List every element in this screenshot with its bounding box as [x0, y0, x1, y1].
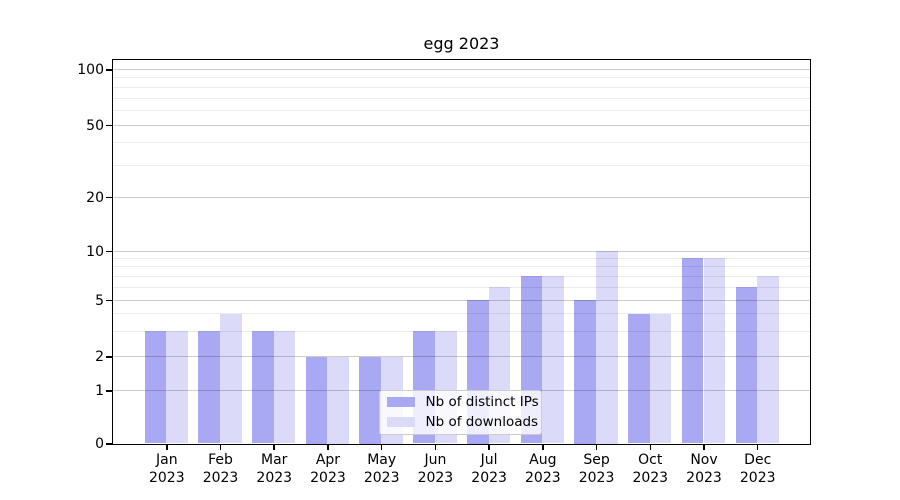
x-tick-label: Sep 2023: [578, 452, 615, 486]
bar-downloads: [166, 331, 188, 444]
gridline-minor: [112, 77, 810, 79]
bar-downloads: [220, 313, 242, 444]
x-tick-mark: [219, 444, 222, 450]
x-tick-label: Jan 2023: [148, 452, 185, 486]
gridline-minor: [112, 164, 810, 166]
y-tick-label: 20: [86, 189, 104, 206]
bar-downloads: [703, 258, 726, 444]
gridline-minor: [112, 266, 810, 268]
gridline-minor: [112, 257, 810, 259]
legend-item: Nb of downloads: [380, 414, 541, 430]
gridline-minor: [112, 109, 810, 111]
y-tick-label: 50: [86, 117, 104, 134]
x-tick-mark: [595, 444, 598, 450]
x-tick-label: Oct 2023: [632, 452, 669, 486]
bar-downloads: [273, 331, 296, 444]
x-tick-mark: [434, 444, 437, 450]
x-tick-mark: [327, 444, 329, 450]
chart-title: egg 2023: [423, 34, 500, 53]
x-tick-label: Jun 2023: [417, 452, 454, 486]
gridline-major: [112, 196, 810, 198]
gridline-major: [112, 69, 810, 70]
bar-downloads: [327, 356, 350, 444]
bar-distinct-ips: [359, 356, 382, 444]
y-tick-label: 2: [95, 349, 104, 365]
y-tick-mark: [106, 356, 112, 358]
bar-distinct-ips: [305, 356, 328, 444]
x-tick-mark: [488, 444, 490, 450]
x-tick-mark: [166, 444, 168, 450]
gridline-minor: [112, 86, 810, 88]
y-tick-mark: [106, 299, 112, 302]
bar-distinct-ips: [628, 313, 650, 444]
gridline-major: [112, 250, 810, 252]
x-tick-label: Apr 2023: [310, 452, 346, 486]
bar-distinct-ips: [144, 331, 167, 444]
gridline-minor: [112, 142, 810, 144]
y-tick-label: 10: [86, 243, 104, 260]
bar-downloads: [649, 313, 672, 444]
gridline-minor: [112, 286, 810, 288]
y-tick-label: 1: [95, 383, 104, 399]
bar-distinct-ips: [681, 258, 704, 444]
legend-swatch-distinct-ips: [386, 397, 415, 408]
legend-swatch-downloads: [386, 416, 415, 427]
x-tick-mark: [649, 444, 652, 450]
legend-label: Nb of distinct IPs: [425, 394, 539, 411]
x-tick-label: May 2023: [363, 452, 400, 486]
gridline-major: [112, 356, 810, 357]
gridline-minor: [112, 313, 810, 315]
legend-item: Nb of distinct IPs: [380, 394, 541, 410]
y-tick-mark: [106, 390, 112, 392]
y-tick-mark: [106, 443, 112, 445]
x-tick-label: Dec 2023: [739, 452, 776, 486]
gridline-minor: [112, 275, 810, 277]
y-tick-label: 100: [77, 62, 104, 78]
x-tick-mark: [542, 444, 544, 450]
x-tick-label: Jul 2023: [471, 452, 507, 486]
legend-label: Nb of downloads: [425, 413, 539, 430]
x-tick-mark: [380, 444, 383, 450]
bar-downloads: [542, 276, 565, 444]
y-tick-mark: [106, 124, 112, 127]
bar-downloads: [596, 251, 618, 444]
bar-downloads: [757, 276, 779, 444]
bar-distinct-ips: [574, 300, 597, 444]
bar-distinct-ips: [252, 331, 274, 444]
x-tick-mark: [703, 444, 705, 450]
x-tick-label: Feb 2023: [202, 452, 239, 486]
y-tick-label: 0: [95, 436, 104, 452]
gridline-major: [112, 299, 810, 301]
bar-distinct-ips: [198, 331, 220, 444]
x-tick-label: Mar 2023: [256, 452, 293, 486]
y-tick-mark: [106, 196, 112, 199]
bar-distinct-ips: [735, 287, 758, 444]
x-tick-mark: [273, 444, 275, 450]
gridline-minor: [112, 97, 810, 99]
y-tick-mark: [106, 250, 112, 253]
gridline-minor: [112, 330, 810, 332]
gridline-major: [112, 124, 810, 126]
x-tick-label: Aug 2023: [525, 452, 561, 486]
y-tick-label: 5: [95, 292, 104, 309]
y-tick-mark: [106, 69, 112, 71]
legend: Nb of distinct IPs Nb of downloads: [378, 389, 542, 435]
x-tick-mark: [756, 444, 759, 450]
x-tick-label: Nov 2023: [686, 452, 722, 486]
plot-area: Nb of distinct IPs Nb of downloads: [111, 58, 811, 445]
